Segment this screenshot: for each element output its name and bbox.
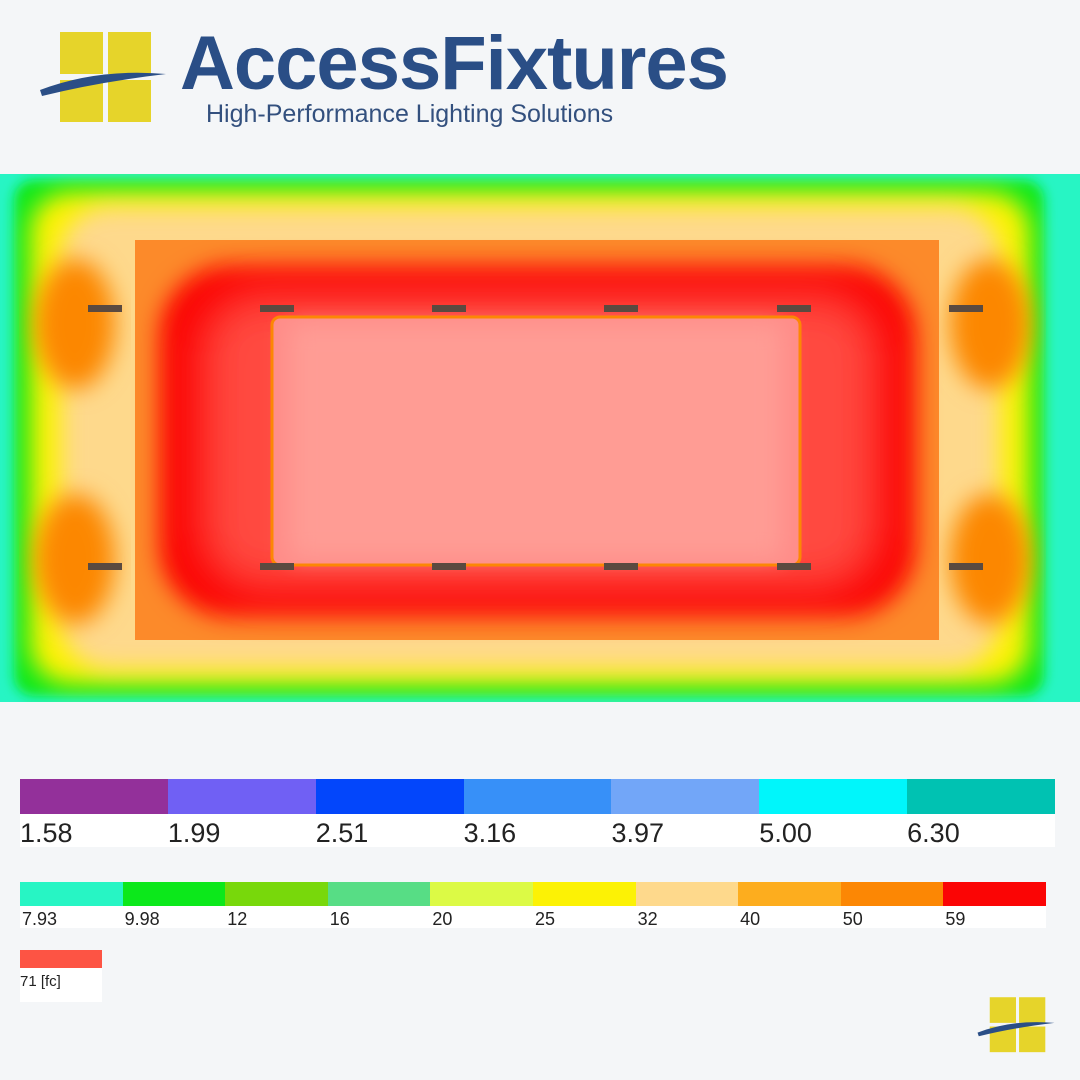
legend-entry: 3.97 (611, 779, 760, 848)
illuminance-heatmap (0, 174, 1080, 702)
fixture-markers (88, 305, 983, 570)
legend-row-3: 71 [fc] (20, 950, 102, 1002)
legend-entry: 16 (327, 882, 431, 929)
legend-swatch (738, 882, 841, 906)
legend-label: 25 (532, 906, 636, 929)
brand-tagline: High-Performance Lighting Solutions (206, 100, 614, 128)
legend-row-2: 7.93 9.98 12 16 20 25 32 40 50 59 (20, 882, 1046, 929)
window-logo-icon (40, 32, 166, 122)
fixture-marker (604, 305, 638, 312)
legend-entry: 1.99 (167, 779, 316, 848)
legend-entry: 2.51 (315, 779, 464, 848)
legend-swatch (943, 882, 1046, 906)
legend-entry: 1.58 (20, 779, 168, 848)
legend-label: 71 [fc] (20, 968, 102, 1002)
fixture-marker (260, 563, 294, 570)
legend-swatch (611, 779, 760, 814)
fixture-marker (432, 563, 466, 570)
legend-entry: 12 (225, 882, 328, 929)
legend-label: 1.58 (20, 814, 168, 848)
fixture-marker (88, 563, 122, 570)
fixture-marker (777, 563, 811, 570)
legend-label: 5.00 (759, 814, 908, 848)
legend-label: 1.99 (167, 814, 316, 848)
legend-label: 20 (430, 906, 533, 929)
legend-label: 6.30 (907, 814, 1056, 848)
fixture-marker (260, 305, 294, 312)
legend-label: 32 (635, 906, 739, 929)
fixture-marker (777, 305, 811, 312)
legend-entry: 9.98 (122, 882, 226, 929)
legend-entry: 59 (943, 882, 1046, 929)
fixture-marker (949, 563, 983, 570)
legend-swatch (759, 779, 908, 814)
fixture-marker (949, 305, 983, 312)
legend-swatch (20, 882, 123, 906)
legend-swatch (315, 779, 464, 814)
legend-swatch (840, 882, 944, 906)
legend-swatch (167, 779, 316, 814)
legend-row-1: 1.58 1.99 2.51 3.16 3.97 5.00 6.30 (20, 779, 1056, 848)
legend-entry: 6.30 (907, 779, 1056, 848)
legend-entry: 25 (532, 882, 636, 929)
legend-entry: 5.00 (759, 779, 908, 848)
legend-swatch (225, 882, 328, 906)
legend-label: 3.97 (611, 814, 760, 848)
legend-entry: 20 (430, 882, 533, 929)
legend-swatch (327, 882, 431, 906)
window-logo-icon (977, 997, 1055, 1053)
legend-label: 50 (840, 906, 944, 929)
legend-entry: 50 (840, 882, 944, 929)
legend-swatch (907, 779, 1056, 814)
brand-name: AccessFixtures (180, 21, 729, 106)
legend-label: 40 (738, 906, 841, 929)
legend-swatch (532, 882, 636, 906)
legend-entry: 7.93 (20, 882, 123, 929)
fixture-marker (604, 563, 638, 570)
legend-label: 2.51 (315, 814, 464, 848)
fixture-marker (88, 305, 122, 312)
legend-swatch (122, 882, 226, 906)
legend-swatch (463, 779, 612, 814)
legend-label: 7.93 (20, 906, 123, 929)
legend-swatch (20, 779, 168, 814)
legend-entry: 40 (738, 882, 841, 929)
legend-entry: 3.16 (463, 779, 612, 848)
legend-label: 59 (943, 906, 1046, 929)
brand-logo: AccessFixtures High-Performance Lighting… (38, 21, 729, 136)
legend-swatch (20, 950, 102, 968)
legend-swatch (430, 882, 533, 906)
legend-swatch (635, 882, 739, 906)
legend-label: 12 (225, 906, 328, 929)
legend-label: 9.98 (122, 906, 226, 929)
legend-entry: 71 [fc] (20, 950, 102, 1002)
legend-label: 3.16 (463, 814, 612, 848)
legend-entry: 32 (635, 882, 739, 929)
legend-label: 16 (327, 906, 431, 929)
fixture-marker (432, 305, 466, 312)
